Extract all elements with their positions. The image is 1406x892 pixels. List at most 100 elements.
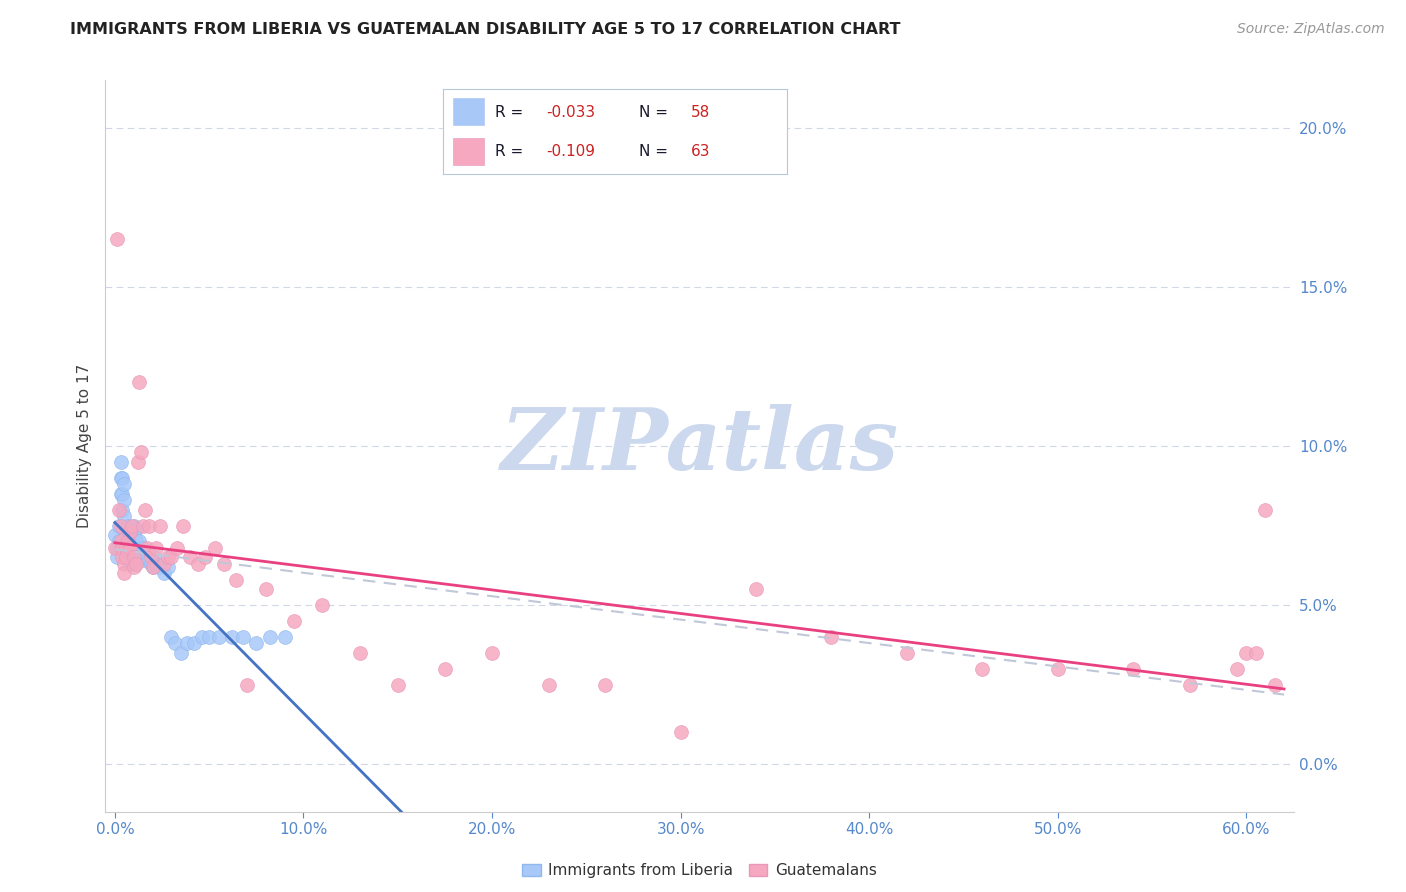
- Point: [245, 636, 267, 650]
- Point: [194, 550, 217, 565]
- Point: [134, 502, 156, 516]
- Point: [110, 534, 132, 549]
- Point: [115, 541, 138, 555]
- Point: [105, 541, 128, 555]
- Point: [121, 550, 143, 565]
- Point: [149, 518, 172, 533]
- Point: [142, 559, 165, 574]
- Point: [112, 508, 135, 523]
- Text: IMMIGRANTS FROM LIBERIA VS GUATEMALAN DISABILITY AGE 5 TO 17 CORRELATION CHART: IMMIGRANTS FROM LIBERIA VS GUATEMALAN DI…: [70, 22, 901, 37]
- Point: [745, 582, 768, 596]
- Point: [156, 559, 179, 574]
- Point: [183, 636, 205, 650]
- Point: [129, 550, 152, 565]
- Point: [115, 541, 138, 555]
- Y-axis label: Disability Age 5 to 17: Disability Age 5 to 17: [77, 364, 93, 528]
- Point: [593, 677, 616, 691]
- Text: ZIPatlas: ZIPatlas: [501, 404, 898, 488]
- Point: [176, 636, 198, 650]
- Point: [143, 550, 166, 565]
- Text: R =: R =: [495, 144, 523, 159]
- Point: [112, 477, 135, 491]
- Point: [387, 677, 409, 691]
- Point: [1122, 662, 1144, 676]
- Point: [225, 573, 247, 587]
- Point: [198, 630, 221, 644]
- Point: [122, 550, 145, 565]
- Point: [122, 541, 145, 555]
- Point: [311, 598, 333, 612]
- Point: [172, 518, 194, 533]
- Point: [283, 614, 305, 628]
- Point: [107, 534, 129, 549]
- Point: [136, 541, 159, 555]
- Point: [160, 550, 183, 565]
- Point: [1264, 677, 1286, 691]
- Point: [117, 534, 139, 549]
- Point: [232, 630, 254, 644]
- Point: [669, 725, 692, 739]
- Point: [112, 566, 135, 581]
- Point: [118, 550, 141, 565]
- Point: [127, 455, 149, 469]
- Text: R =: R =: [495, 104, 523, 120]
- Point: [166, 541, 188, 555]
- Point: [1226, 662, 1249, 676]
- Point: [236, 677, 259, 691]
- Point: [110, 518, 132, 533]
- Point: [134, 550, 156, 565]
- Point: [537, 677, 560, 691]
- Point: [207, 630, 229, 644]
- Point: [190, 630, 212, 644]
- Point: [142, 559, 165, 574]
- Point: [349, 646, 371, 660]
- Point: [132, 541, 155, 555]
- Point: [128, 547, 150, 561]
- Point: [104, 541, 127, 555]
- Point: [129, 445, 152, 459]
- Text: 63: 63: [690, 144, 710, 159]
- Text: -0.033: -0.033: [546, 104, 595, 120]
- Point: [111, 541, 134, 555]
- Point: [820, 630, 842, 644]
- Point: [115, 550, 138, 565]
- Point: [132, 518, 155, 533]
- Point: [1234, 646, 1257, 660]
- Point: [128, 534, 150, 549]
- Point: [214, 557, 236, 571]
- Point: [118, 557, 141, 571]
- Point: [122, 559, 145, 574]
- Point: [1178, 677, 1201, 691]
- Point: [145, 541, 167, 555]
- Point: [156, 550, 179, 565]
- Point: [124, 534, 146, 549]
- Point: [165, 636, 187, 650]
- Text: -0.109: -0.109: [546, 144, 595, 159]
- Point: [160, 630, 183, 644]
- Point: [132, 553, 155, 567]
- Point: [153, 566, 176, 581]
- Text: Source: ZipAtlas.com: Source: ZipAtlas.com: [1237, 22, 1385, 37]
- Point: [136, 547, 159, 561]
- Point: [118, 541, 141, 555]
- Point: [254, 582, 277, 596]
- Point: [121, 518, 143, 533]
- Point: [117, 534, 139, 549]
- Point: [111, 502, 134, 516]
- Bar: [453, 138, 484, 165]
- Bar: [453, 98, 484, 125]
- Point: [122, 528, 145, 542]
- Point: [138, 518, 160, 533]
- Point: [105, 232, 128, 246]
- Point: [121, 541, 143, 555]
- Point: [124, 522, 146, 536]
- Point: [1254, 502, 1277, 516]
- Point: [111, 550, 134, 565]
- Point: [107, 502, 129, 516]
- Point: [149, 559, 172, 574]
- Point: [115, 528, 138, 542]
- Point: [110, 455, 132, 469]
- Point: [138, 553, 160, 567]
- Point: [153, 557, 176, 571]
- Point: [110, 486, 132, 500]
